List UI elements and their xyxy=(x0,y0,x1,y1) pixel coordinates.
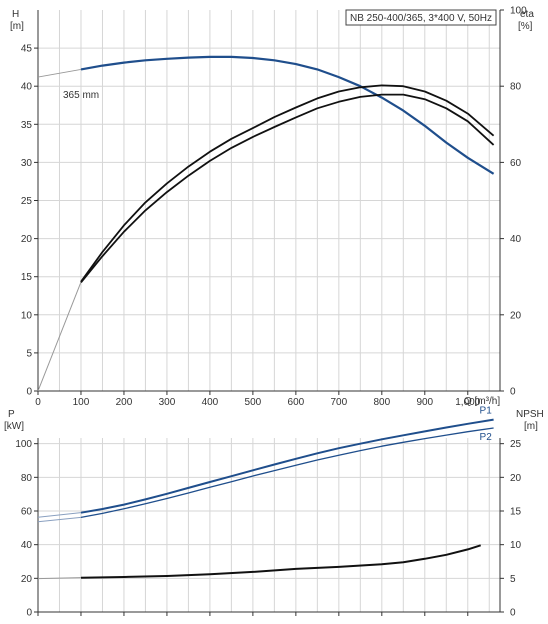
y-tick-label: 45 xyxy=(21,44,33,55)
x-tick-label: 0 xyxy=(35,397,41,408)
eta-tick-label: 20 xyxy=(510,310,522,321)
p-axis-unit: [kW] xyxy=(4,421,24,432)
x-tick-label: 200 xyxy=(116,397,133,408)
y-tick-label: 5 xyxy=(26,348,32,359)
series-eta-lower-line xyxy=(80,93,495,283)
npsh-tick-label: 15 xyxy=(510,507,522,518)
x-tick-label: 800 xyxy=(373,397,390,408)
grid xyxy=(38,10,500,613)
npsh-tick-label: 0 xyxy=(510,608,516,619)
series-p2-line xyxy=(80,427,494,519)
y-tick-label: 20 xyxy=(21,234,33,245)
y-tick-label: 15 xyxy=(21,272,33,283)
npsh-tick-label: 25 xyxy=(510,439,522,450)
h-axis-unit: [m] xyxy=(10,21,24,32)
eta-tick-label: 100 xyxy=(510,6,527,17)
eta-axis-unit: [%] xyxy=(518,21,533,32)
data-series xyxy=(37,55,495,580)
series-label-p2: P2 xyxy=(480,432,493,443)
eta-tick-label: 60 xyxy=(510,158,522,169)
eta-extrapolation xyxy=(37,281,82,392)
eta-tick-label: 80 xyxy=(510,82,522,93)
x-tick-label: 700 xyxy=(330,397,347,408)
axes xyxy=(34,9,504,616)
p1-extrapolation xyxy=(37,512,82,518)
y-tick-label: 0 xyxy=(26,387,32,398)
h-extrapolation xyxy=(37,68,82,78)
y-tick-label: 25 xyxy=(21,196,33,207)
series-p1-line xyxy=(80,418,494,514)
eta-tick-label: 40 xyxy=(510,234,522,245)
npsh-extrapolation xyxy=(37,577,81,580)
y-tick-label: 10 xyxy=(21,310,33,321)
y-tick-label: 35 xyxy=(21,120,33,131)
series-eta-upper-line xyxy=(80,84,495,283)
x-tick-label: 500 xyxy=(245,397,262,408)
series-h-line xyxy=(80,55,495,175)
x-tick-label: 900 xyxy=(416,397,433,408)
h-axis-label: H xyxy=(12,9,19,20)
p-tick-label: 0 xyxy=(26,608,32,619)
chart-title: NB 250-400/365, 3*400 V, 50Hz xyxy=(350,13,492,24)
series-npsh-line xyxy=(80,544,482,579)
x-tick-label: 300 xyxy=(159,397,176,408)
p2-extrapolation xyxy=(37,516,82,523)
y-tick-label: 30 xyxy=(21,158,33,169)
x-axis-label: Q [m³/h] xyxy=(464,396,500,407)
y-tick-label: 40 xyxy=(21,82,33,93)
eta-tick-label: 0 xyxy=(510,387,516,398)
p-tick-label: 20 xyxy=(21,574,33,585)
series-label-p1: P1 xyxy=(480,406,493,417)
x-tick-label: 100 xyxy=(73,397,90,408)
x-tick-label: 400 xyxy=(202,397,219,408)
npsh-axis-unit: [m] xyxy=(524,421,538,432)
npsh-tick-label: 5 xyxy=(510,574,516,585)
p-tick-label: 60 xyxy=(21,507,33,518)
p-tick-label: 40 xyxy=(21,540,33,551)
p-axis-label: P xyxy=(8,409,15,420)
impeller-diameter-label: 365 mm xyxy=(63,90,99,101)
p-tick-label: 80 xyxy=(21,473,33,484)
npsh-tick-label: 20 xyxy=(510,473,522,484)
p-tick-label: 100 xyxy=(15,439,32,450)
chart-text: H[m]eta[%]Q [m³/h]NB 250-400/365, 3*400 … xyxy=(4,9,544,443)
npsh-axis-label: NPSH xyxy=(516,409,544,420)
title-box xyxy=(345,9,497,26)
x-tick-label: 1,000 xyxy=(455,397,480,408)
eta-axis-label: eta xyxy=(520,9,534,20)
npsh-tick-label: 10 xyxy=(510,540,522,551)
x-tick-label: 600 xyxy=(288,397,305,408)
